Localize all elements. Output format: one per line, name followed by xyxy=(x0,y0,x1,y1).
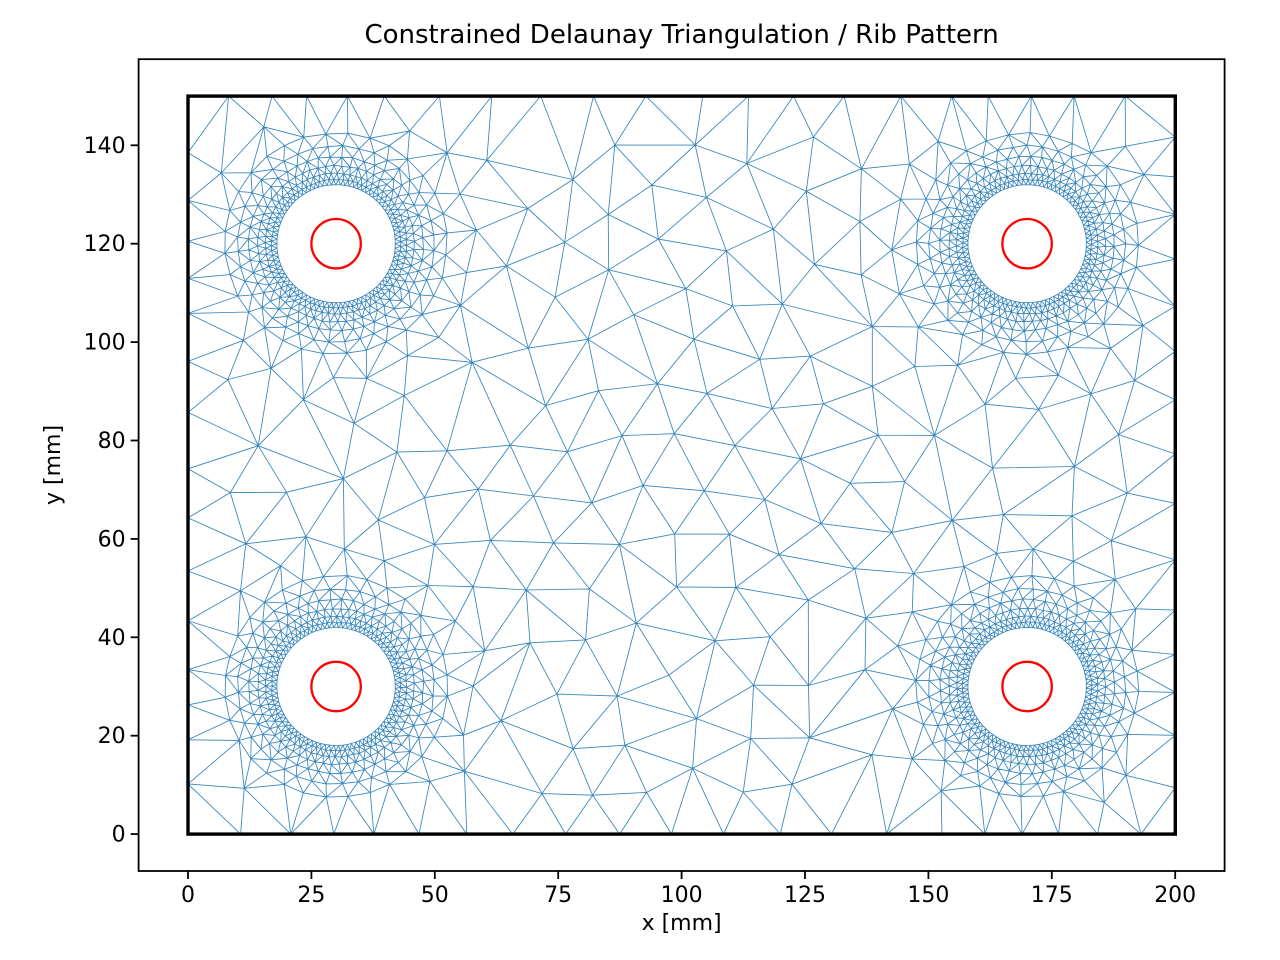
y-tick-label-7: 140 xyxy=(84,134,126,159)
x-tick-label-1: 25 xyxy=(297,883,325,908)
x-tick-label-7: 175 xyxy=(1031,883,1073,908)
y-tick-label-6: 120 xyxy=(84,232,126,257)
y-tick-label-0: 0 xyxy=(112,823,126,848)
y-tick-label-2: 40 xyxy=(98,626,126,651)
triangulation-mesh xyxy=(187,95,1176,835)
domain-boundary-rect xyxy=(186,94,1177,836)
mesh-layer xyxy=(187,95,1176,835)
axes-layer: 0 25 50 75 100 125 150 175 200 0 20 40 60 80 100 120 140 xyxy=(84,58,1226,908)
hole-circle xyxy=(310,660,362,713)
y-tick-label-1: 20 xyxy=(98,724,126,749)
x-tick-label-2: 50 xyxy=(421,883,449,908)
x-tick-label-6: 150 xyxy=(907,883,949,908)
x-tick-label-5: 125 xyxy=(784,883,826,908)
x-tick-label-8: 200 xyxy=(1154,883,1196,908)
y-axis-label: y [mm] xyxy=(41,425,66,505)
geometry-layer xyxy=(186,94,1177,836)
hole-circle xyxy=(1001,217,1053,270)
x-tick-label-0: 0 xyxy=(181,883,195,908)
y-tick-label-4: 80 xyxy=(98,429,126,454)
hole-circle xyxy=(310,217,362,270)
chart-title: Constrained Delaunay Triangulation / Rib… xyxy=(364,20,998,50)
x-axis-label: x [mm] xyxy=(642,911,722,936)
x-tick-label-4: 100 xyxy=(661,883,703,908)
x-tick-label-3: 75 xyxy=(544,883,572,908)
y-tick-label-5: 100 xyxy=(84,331,126,356)
hole-circle xyxy=(1001,660,1053,713)
y-tick-label-3: 60 xyxy=(98,527,126,552)
